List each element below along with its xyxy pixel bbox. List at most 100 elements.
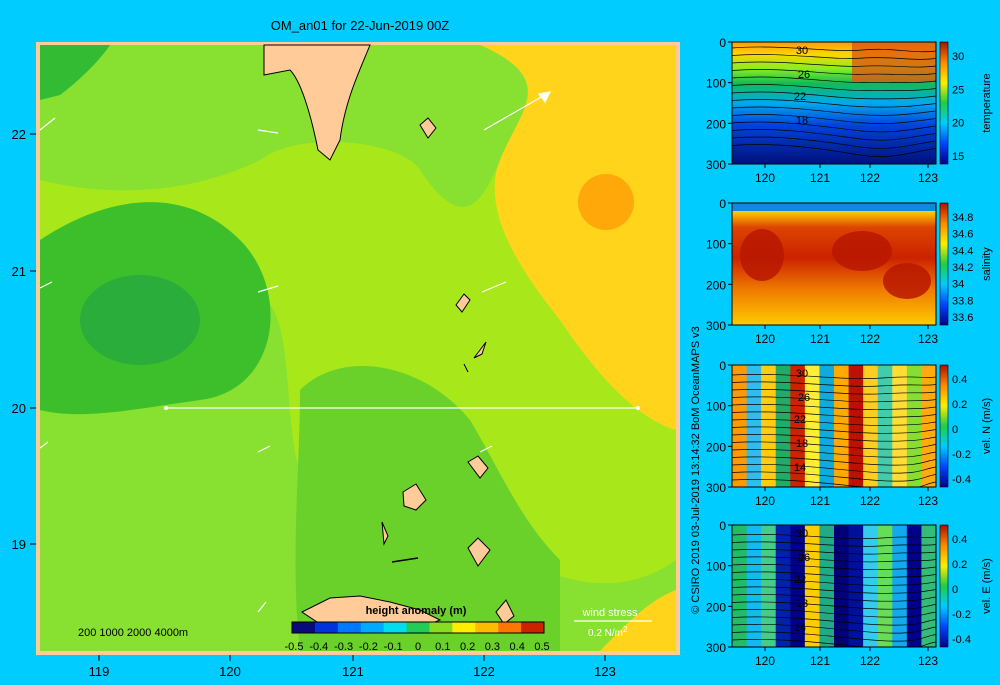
contour-label: 26 <box>798 392 810 404</box>
depth-tick-label: 200 <box>706 600 726 614</box>
colorbar-swatch <box>429 622 453 633</box>
wind-scale-value: 0.2 N/m2 <box>588 625 628 639</box>
isotherm <box>732 121 936 133</box>
panel-lon-tick-label: 120 <box>755 654 775 668</box>
isotherm <box>732 396 936 403</box>
panel-colorbar <box>939 202 949 326</box>
island-2 <box>455 293 471 313</box>
isotherm <box>732 426 936 434</box>
isotherm <box>732 471 936 482</box>
colorbar-swatch <box>383 622 408 633</box>
contour-label: 22 <box>794 574 806 586</box>
colorbar-tick-label: -0.5 <box>285 641 304 653</box>
panel-colorbar-tick-label: -0.2 <box>952 449 971 461</box>
negative-anomaly-south <box>295 366 560 651</box>
panel-lon-tick-label: 120 <box>755 494 775 508</box>
lat-tick-label: 22 <box>12 127 26 142</box>
panel-variable-label: salinity <box>981 247 993 281</box>
colorbar-tick-label: -0.1 <box>384 641 403 653</box>
taiwan-landmass <box>263 44 371 161</box>
isotherm <box>732 579 936 586</box>
section-field <box>732 525 936 647</box>
isotherm <box>732 609 936 618</box>
depth-tick-label: 300 <box>706 481 726 495</box>
panel-lon-tick-label: 120 <box>755 332 775 346</box>
isotherm <box>732 571 936 578</box>
panel-lon-tick-label: 122 <box>860 654 880 668</box>
island-5 <box>402 483 427 511</box>
isotherm <box>732 549 936 555</box>
isotherm <box>732 541 936 547</box>
wind-vectors <box>39 91 552 613</box>
panel-colorbar-tick-label: 34 <box>952 279 964 291</box>
lat-tick-label: 20 <box>12 401 26 416</box>
isotherm <box>732 616 936 626</box>
depth-tick-label: 300 <box>706 158 726 172</box>
contour-label: 22 <box>794 91 806 103</box>
contour-label: 14 <box>794 462 806 474</box>
island-6 <box>467 537 491 567</box>
depth-tick-label: 100 <box>706 400 726 414</box>
panel-lon-tick-label: 122 <box>860 332 880 346</box>
lon-tick-label: 119 <box>89 664 110 679</box>
isotherm <box>732 601 936 610</box>
isotherm <box>732 594 936 602</box>
panel-border <box>731 364 937 488</box>
panel-colorbar <box>939 524 949 648</box>
island-1 <box>419 117 437 139</box>
isotherm <box>732 61 936 68</box>
colorbar-swatch <box>475 622 499 633</box>
colorbar-border <box>291 621 545 634</box>
isotherm <box>732 389 936 395</box>
panel-colorbar-tick-label: 0.4 <box>952 534 967 546</box>
panel-lon-tick-label: 121 <box>810 332 830 346</box>
contour-label: 22 <box>794 414 806 426</box>
isotherm <box>732 46 936 53</box>
isotherm <box>732 631 936 642</box>
isotherm <box>732 456 936 466</box>
colorbar-swatch <box>521 622 545 633</box>
panel-colorbar-tick-label: 33.8 <box>952 295 973 307</box>
map-panel: OM_an01 for 22-Jun-2019 00Z 200 1000 200… <box>12 18 680 679</box>
section-field <box>732 203 936 325</box>
isotherm <box>732 624 936 634</box>
panel-border <box>731 202 937 326</box>
section-panel: 30 26 22 18 14 0 100 200 300 120 121 122 123 0.4 0.2 0 -… <box>706 519 993 668</box>
panel-colorbar-tick-label: 15 <box>952 151 964 163</box>
colorbar-swatch <box>292 622 316 633</box>
colorbar-tick-label: -0.3 <box>334 641 353 653</box>
isotherm <box>732 464 936 474</box>
panel-lon-tick-label: 122 <box>860 171 880 185</box>
isotherm <box>732 639 936 647</box>
depth-tick-label: 200 <box>706 278 726 292</box>
colorbar-tick-label: -0.2 <box>359 641 378 653</box>
island-7 <box>381 521 389 546</box>
panel-lon-tick-label: 121 <box>810 171 830 185</box>
contour-label: 18 <box>796 115 808 127</box>
colorbar-tick-label: 0.2 <box>460 641 475 653</box>
panel-colorbar-tick-label: -0.4 <box>952 634 971 646</box>
contour-label: 26 <box>798 69 810 81</box>
panel-colorbar <box>939 364 949 488</box>
isotherm <box>732 404 936 411</box>
depth-tick-label: 300 <box>706 641 726 655</box>
panel-colorbar-tick-label: 0 <box>952 584 958 596</box>
isotherm <box>732 136 936 149</box>
colorbar-tick-label: 0.3 <box>485 641 500 653</box>
panel-colorbar-tick-label: 33.6 <box>952 312 973 324</box>
isotherm <box>732 434 936 442</box>
contour-label: 30 <box>796 368 808 380</box>
colorbar-swatch <box>337 622 362 633</box>
depth-tick-label: 100 <box>706 77 726 91</box>
lon-tick-label: 121 <box>342 664 364 679</box>
colorbar-swatch <box>406 622 430 633</box>
isotherm <box>732 106 936 116</box>
depth-tick-label: 100 <box>706 560 726 574</box>
depth-tick-label: 0 <box>719 359 726 373</box>
section-field <box>732 42 936 164</box>
panel-colorbar-tick-label: 0.4 <box>952 374 967 386</box>
section-panel: 0 100 200 300 120 121 122 123 34.8 34.6 34.4 34.2 34… <box>706 197 993 346</box>
island-8 <box>495 599 515 625</box>
panel-colorbar-tick-label: 20 <box>952 118 964 130</box>
panel-colorbar-tick-label: 34.2 <box>952 262 973 274</box>
